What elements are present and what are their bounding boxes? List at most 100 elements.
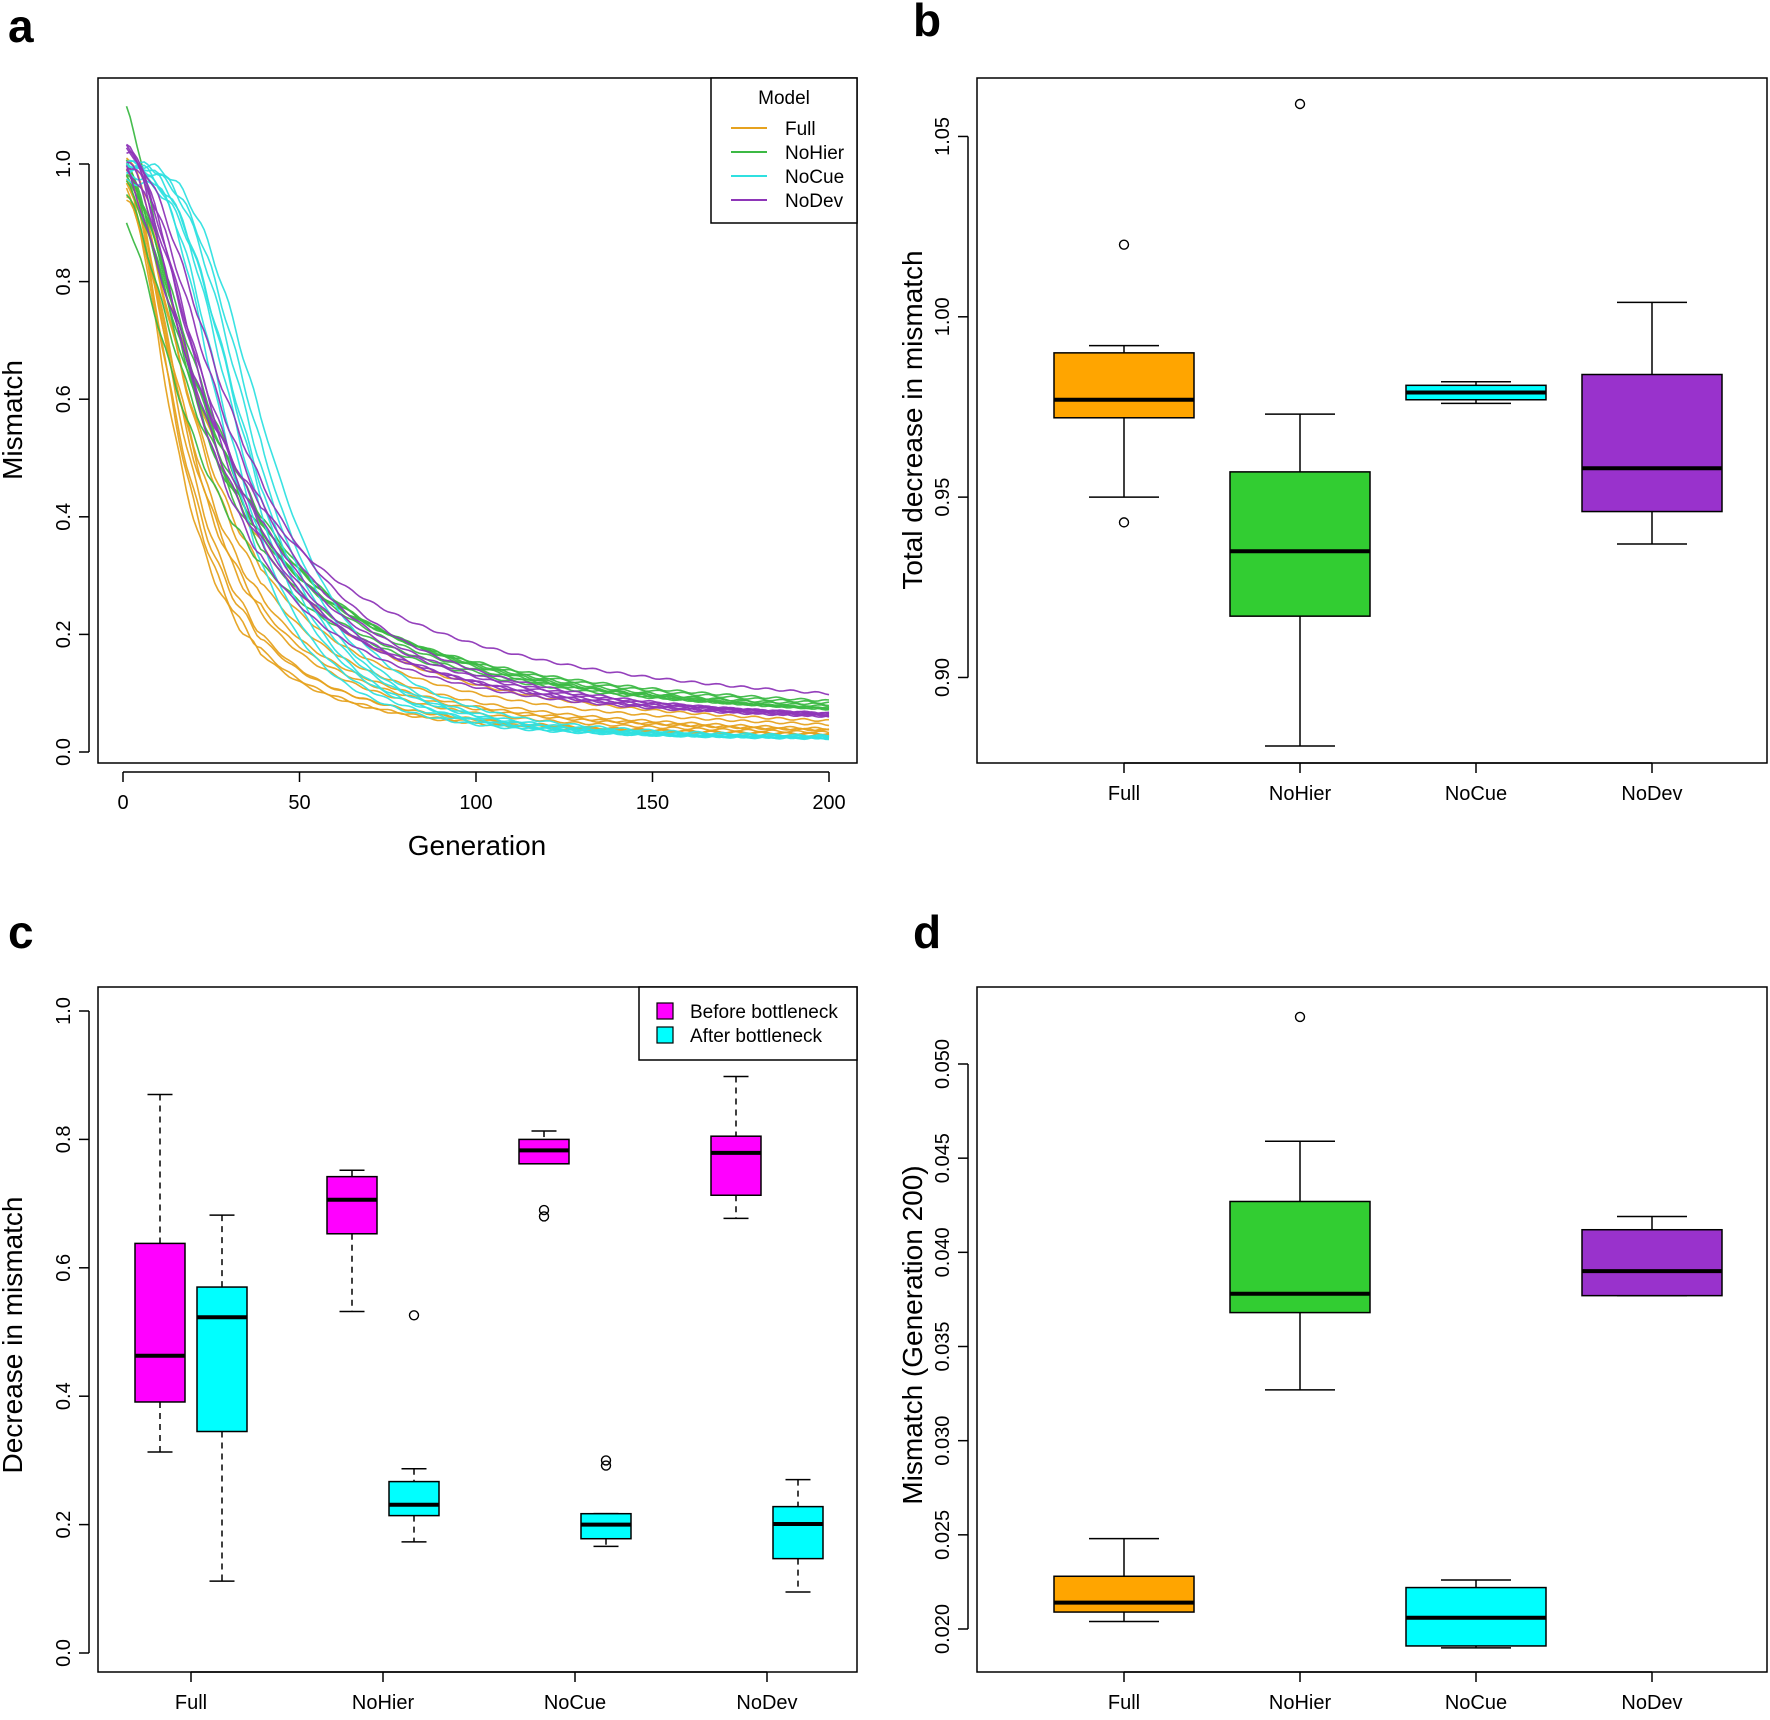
panel-d-category-label: NoCue — [1445, 1692, 1507, 1714]
series-line-nodev — [125, 144, 830, 718]
x-tick-label: 150 — [636, 792, 669, 814]
panel-b-y-tick-label: 1.00 — [932, 297, 954, 336]
panel-d-y-tick-label: 0.035 — [932, 1321, 954, 1371]
series-line-nodev — [126, 151, 830, 716]
series-line-nocue — [126, 167, 830, 740]
panel-b-y-tick-label: 0.90 — [932, 658, 954, 697]
box-before-nodev-iqr-box — [710, 1135, 762, 1197]
panel-b-category-label: Full — [1108, 783, 1140, 805]
box-after-nocue-outlier-point — [600, 1455, 612, 1466]
series-line-full — [125, 169, 830, 732]
panel-d-y-tick-label: 0.045 — [932, 1133, 954, 1183]
box-nohier-iqr-box — [1229, 1200, 1371, 1314]
panel-d-y-tick-label: 0.030 — [932, 1416, 954, 1466]
panel-d-plot-frame — [976, 986, 1768, 1673]
series-line-full — [125, 162, 830, 731]
box-nohier-outlier-point — [1294, 98, 1306, 110]
legend-label-after: After bottleneck — [690, 1026, 823, 1047]
box-nodev-iqr-box — [1581, 373, 1723, 513]
panel-a-line-chart: a 0 50 100 150 200 0.0 0.2 0.4 0.6 0.8 1.0 Generati… — [0, 0, 858, 861]
panel-b-category-label: NoDev — [1621, 783, 1682, 805]
x-tick-label: 200 — [812, 792, 845, 814]
panel-c-category-label: NoCue — [544, 1692, 606, 1714]
box-before-full — [134, 1093, 186, 1453]
series-line-full — [126, 195, 830, 732]
panel-d-boxplot: d Full NoHier NoCue NoDev 0.020 0.025 0.030 0.0… — [897, 906, 1768, 1714]
box-nodev — [1581, 1215, 1723, 1297]
panel-letter-a: a — [8, 0, 34, 52]
series-nocue — [125, 159, 830, 741]
legend-label-nohier: NoHier — [785, 143, 845, 164]
box-full — [1053, 1537, 1195, 1623]
box-full-outlier-point — [1118, 239, 1130, 250]
legend-label-nodev: NoDev — [785, 191, 844, 212]
legend-box — [710, 77, 858, 224]
panel-d-y-tick-label: 0.040 — [932, 1227, 954, 1277]
y-tick-label: 0.4 — [53, 503, 75, 531]
series-line-nocue — [126, 178, 830, 740]
box-nohier-iqr-box — [1229, 471, 1371, 617]
box-nocue — [1405, 1579, 1547, 1649]
series-line-nodev — [125, 165, 830, 696]
box-before-nocue-outlier-point — [538, 1211, 550, 1222]
series-nodev — [125, 143, 830, 718]
box-after-nocue — [580, 1455, 632, 1548]
box-before-nocue — [518, 1130, 570, 1222]
legend-label-before: Before bottleneck — [690, 1002, 838, 1023]
x-tick-label: 100 — [459, 792, 492, 814]
box-nodev — [1581, 301, 1723, 545]
panel-c-y-tick-label: 0.4 — [53, 1382, 75, 1410]
box-after-nohier-outlier-point — [408, 1310, 420, 1321]
legend: Model Full NoHier NoCue NoDev — [710, 77, 858, 224]
y-tick-label: 0.2 — [53, 620, 75, 648]
box-after-nodev-iqr-box — [772, 1505, 824, 1560]
box-after-nodev — [772, 1478, 824, 1593]
panel-c-category-label: NoDev — [736, 1692, 797, 1714]
panel-b-category-label: NoCue — [1445, 783, 1507, 805]
series-line-nohier — [125, 159, 830, 705]
panel-c-y-tick-label: 0.6 — [53, 1254, 75, 1282]
box-nocue — [1405, 380, 1547, 405]
series-line-nocue — [126, 171, 830, 741]
box-after-full-iqr-box — [196, 1286, 248, 1433]
panel-d-category-label: Full — [1108, 1692, 1140, 1714]
y-tick-label: 0.8 — [53, 268, 75, 296]
box-before-nohier — [326, 1169, 378, 1313]
x-tick-label: 0 — [117, 792, 128, 814]
y-tick-label: 0.6 — [53, 385, 75, 413]
series-line-full — [125, 168, 830, 727]
panel-letter-d: d — [913, 906, 941, 958]
box-full-outlier-point — [1118, 517, 1130, 528]
panel-a-plot-frame — [97, 77, 858, 764]
panel-d-category-label: NoHier — [1269, 1692, 1332, 1714]
box-after-full — [196, 1214, 248, 1582]
series-line-nocue — [126, 165, 829, 739]
box-nohier — [1229, 98, 1371, 747]
series-line-nohier — [125, 174, 830, 711]
panel-c-y-tick-label: 1.0 — [53, 997, 75, 1025]
box-nodev-iqr-box — [1581, 1228, 1723, 1297]
series-line-nocue — [126, 161, 830, 740]
legend-box — [638, 986, 858, 1061]
y-tick-label: 1.0 — [53, 150, 75, 178]
panel-d-y-tick-label: 0.020 — [932, 1604, 954, 1654]
legend: Before bottleneck After bottleneck — [638, 986, 858, 1061]
series-line-nocue — [126, 160, 830, 739]
legend-title: Model — [758, 88, 810, 109]
panel-c-y-tick-label: 0.8 — [53, 1125, 75, 1153]
x-tick-label: 50 — [288, 792, 310, 814]
panel-letter-b: b — [913, 0, 941, 46]
panel-c-category-label: NoHier — [352, 1692, 415, 1714]
legend-swatch-after — [656, 1026, 674, 1044]
box-after-nocue-outlier-point — [600, 1460, 612, 1471]
box-before-nohier-iqr-box — [326, 1175, 378, 1235]
series-line-nocue — [126, 159, 830, 738]
y-axis-title: Mismatch (Generation 200) — [897, 1165, 928, 1504]
series-line-nohier — [125, 180, 830, 711]
series-line-nohier — [125, 105, 830, 707]
series-line-nocue — [125, 162, 830, 740]
y-tick-label: 0.0 — [53, 738, 75, 766]
y-axis-title: Total decrease in mismatch — [897, 250, 928, 589]
box-nohier — [1229, 1011, 1371, 1391]
